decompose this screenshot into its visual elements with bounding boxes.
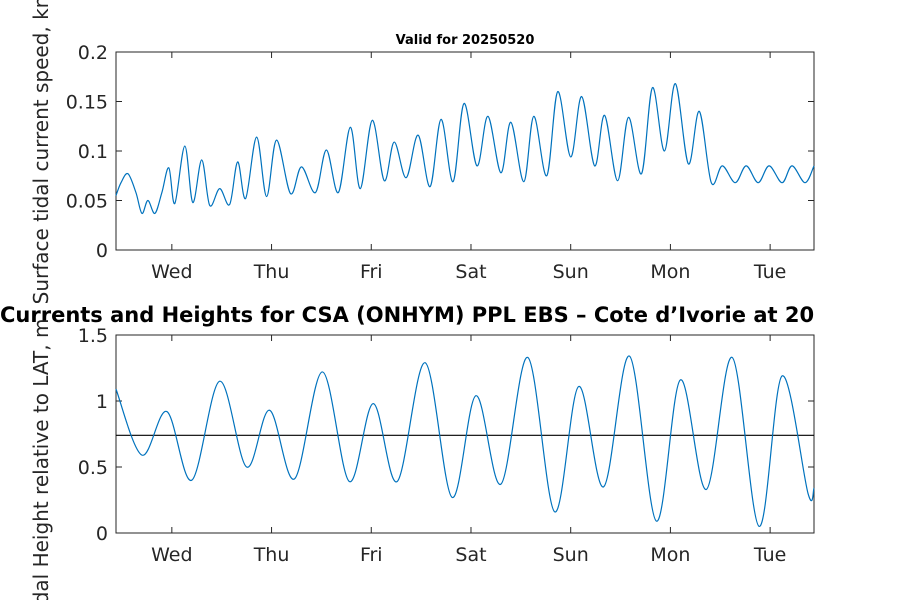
tidal-height-x-tick-label: Sun [553,544,589,566]
tidal-height-chart: Currents and Heights for CSA (ONHYM) PPL… [0,303,815,600]
current-speed-y-tick-label: 0.05 [66,191,108,213]
current-speed-x-ticks: Wed Thu Fri Sat Sun Mon Tue [151,52,786,283]
current-speed-y-tick-label: 0.2 [78,42,108,64]
current-speed-series-group [115,83,815,214]
current-speed-y-tick-label: 0.15 [66,92,108,114]
current-speed-y-axis-label: Surface tidal current speed, kn [29,0,53,304]
current-speed-y-tick-label: 0 [96,240,108,262]
tidal-height-x-tick-label: Tue [753,544,786,566]
tidal-height-series-line [115,355,815,528]
tidal-height-y-tick-label: 1 [96,391,108,413]
tidal-height-x-tick-label: Wed [151,544,192,566]
current-speed-x-tick-label: Sun [553,261,589,283]
tidal-height-x-ticks: Wed Thu Fri Sat Sun Mon Tue [151,335,786,566]
tidal-height-plot-area [115,334,815,534]
current-speed-y-ticks: 0 0.05 0.1 0.15 0.2 [66,42,814,262]
tidal-height-x-tick-label: Fri [360,544,383,566]
tidal-height-x-tick-label: Sat [455,544,486,566]
current-speed-series-line [115,83,815,214]
current-speed-chart-title: Valid for 20250520 [396,33,535,48]
current-speed-x-tick-label: Wed [151,261,192,283]
current-speed-x-tick-label: Sat [455,261,486,283]
tidal-height-y-ticks: 0 0.5 1 1.5 [78,325,814,545]
current-speed-x-tick-label: Mon [650,261,690,283]
current-speed-x-tick-label: Fri [360,261,383,283]
tidal-height-y-axis-label: Tidal Height relative to LAT, m [29,319,53,600]
current-speed-plot-area [115,51,815,251]
current-speed-x-tick-label: Tue [753,261,786,283]
tidal-height-y-tick-label: 1.5 [78,325,108,347]
tidal-height-y-tick-label: 0 [96,523,108,545]
current-speed-y-tick-label: 0.1 [78,141,108,163]
tidal-height-chart-title: Currents and Heights for CSA (ONHYM) PPL… [0,303,814,327]
current-speed-x-tick-label: Thu [253,261,290,283]
current-speed-chart: Valid for 20250520 Surface tidal current… [29,0,815,304]
tidal-height-series-group [115,355,815,528]
tidal-height-x-tick-label: Mon [650,544,690,566]
tidal-height-x-tick-label: Thu [253,544,290,566]
tidal-height-y-tick-label: 0.5 [78,457,108,479]
